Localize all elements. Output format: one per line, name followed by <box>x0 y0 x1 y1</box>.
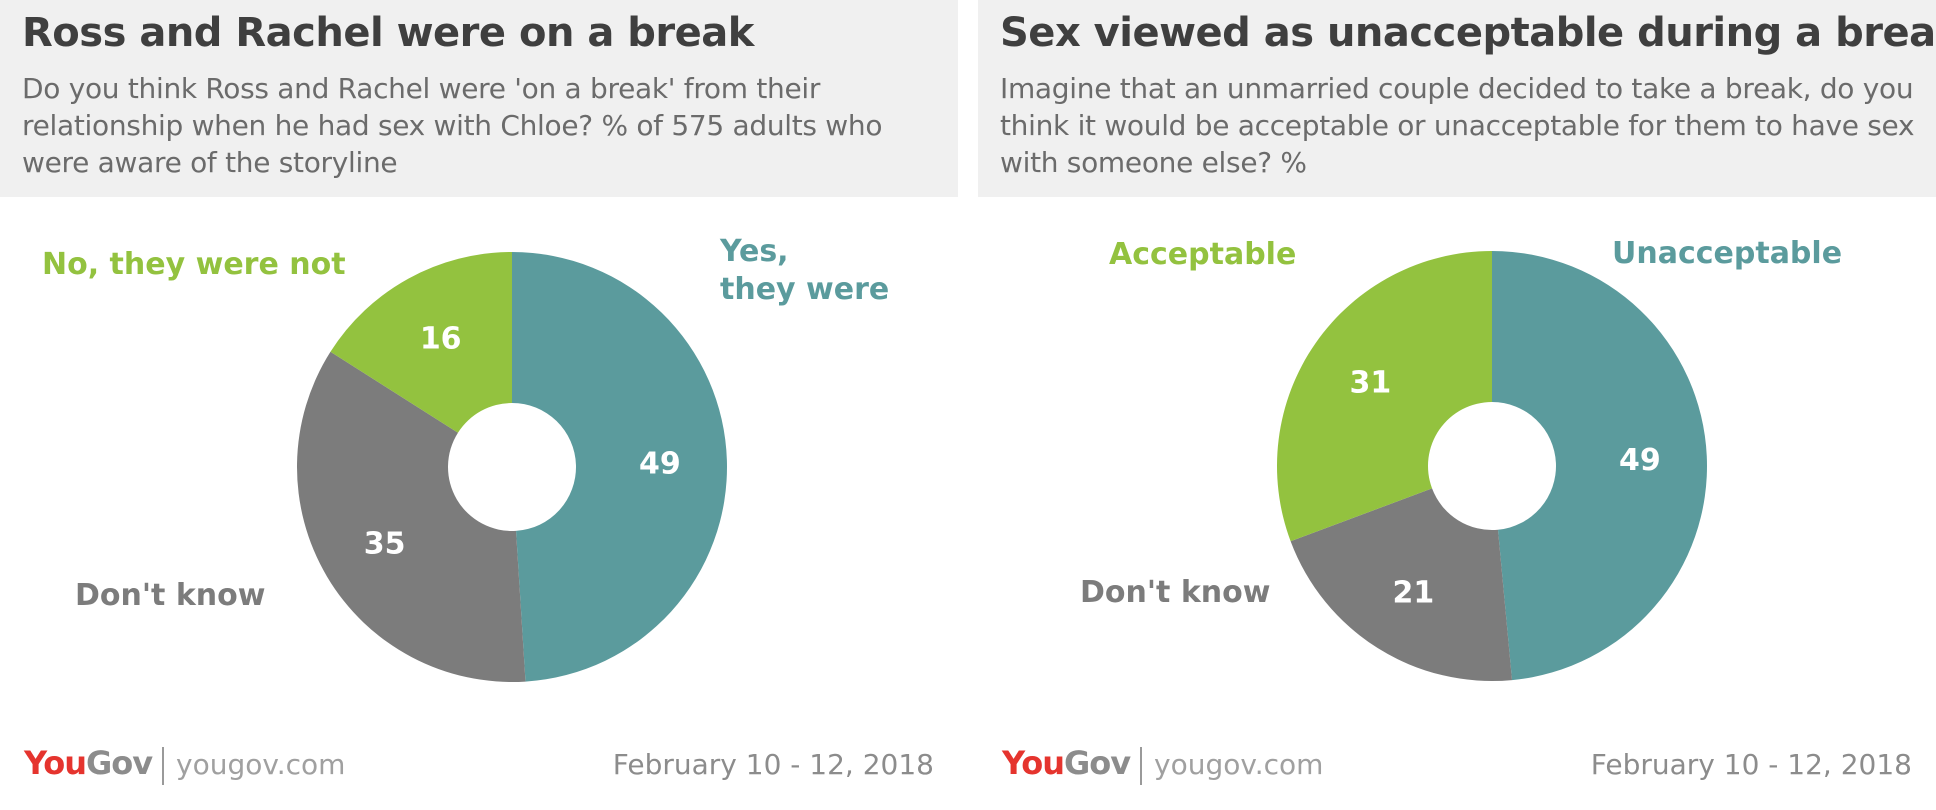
logo-gov: Gov <box>1064 744 1131 782</box>
slice-category-label: Don't know <box>75 578 265 613</box>
logo-gov: Gov <box>86 744 153 782</box>
chart-subtitle: Do you think Ross and Rachel were 'on a … <box>22 72 883 179</box>
slice-category-label: Don't know <box>1080 575 1270 610</box>
logo-you: You <box>24 744 87 782</box>
slice-category-label: Unacceptable <box>1612 236 1842 271</box>
chart-subtitle: Imagine that an unmarried couple decided… <box>1000 72 1915 179</box>
slice-value-label: 31 <box>1350 366 1392 401</box>
donut-chart: 49 Unacceptable 21 Don't know 31 Acceptable <box>1080 236 1842 681</box>
pie-slice <box>1290 488 1513 681</box>
chart-panel-right: Sex viewed as unacceptable during a brea… <box>978 0 1936 810</box>
slice-category-label: Acceptable <box>1109 237 1296 272</box>
slice-value-label: 35 <box>364 526 406 561</box>
logo-you: You <box>1002 744 1065 782</box>
chart-header: Sex viewed as unacceptable during a brea… <box>978 0 1936 197</box>
pie-slice <box>512 252 727 682</box>
footer-site: yougov.com <box>176 748 346 781</box>
yougov-logo: YouGov <box>24 744 153 784</box>
slice-category-label: Yes, they were <box>719 234 889 307</box>
donut-chart: 49 Yes, they were 35 Don't know 16 No, they we… <box>42 234 889 682</box>
yougov-logo: YouGov <box>1002 744 1131 784</box>
pie-slice <box>297 351 526 682</box>
pie-slice <box>1277 251 1492 542</box>
slice-value-label: 49 <box>639 446 681 481</box>
footer-date: February 10 - 12, 2018 <box>1590 748 1912 781</box>
chart-title: Sex viewed as unacceptable during a brea… <box>1000 10 1936 56</box>
slice-category-label: No, they were not <box>42 247 346 282</box>
footer-divider <box>162 747 164 785</box>
footer-divider <box>1140 747 1142 785</box>
pie-slice <box>1492 251 1707 681</box>
slice-value-label: 49 <box>1619 443 1661 478</box>
footer-site: yougov.com <box>1154 748 1324 781</box>
chart-header: Ross and Rachel were on a break Do you t… <box>0 0 958 197</box>
pie-slice <box>330 252 512 433</box>
slice-value-label: 16 <box>420 321 462 356</box>
slice-value-label: 21 <box>1393 575 1435 610</box>
footer-date: February 10 - 12, 2018 <box>612 748 934 781</box>
chart-title: Ross and Rachel were on a break <box>22 10 754 56</box>
chart-panel-left: Ross and Rachel were on a break Do you t… <box>0 0 958 810</box>
